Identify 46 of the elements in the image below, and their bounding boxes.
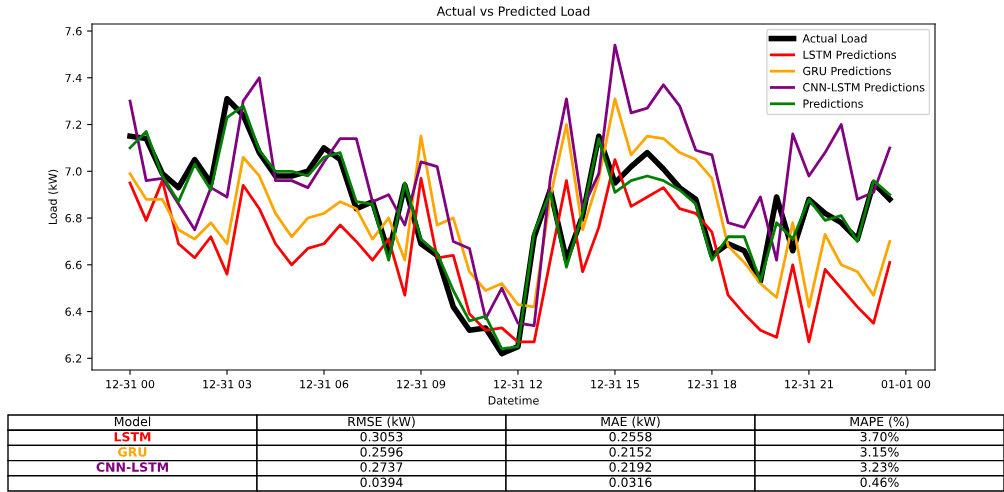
x-tick-label: 12-31 21 xyxy=(785,379,833,389)
text: RMSE (kW) xyxy=(348,416,415,428)
legend-label: CNN-LSTM Predictions xyxy=(803,82,925,92)
y-tick-label: 7.0 xyxy=(65,167,82,176)
text: 0.2152 xyxy=(609,447,652,457)
y-tick-label: 6.4 xyxy=(65,307,82,316)
y-tick-label: 6.6 xyxy=(65,260,82,270)
legend-label: GRU Predictions xyxy=(803,66,891,76)
text: GRU xyxy=(118,447,147,457)
text: 0.2558 xyxy=(609,431,652,442)
legend-label: Predictions xyxy=(803,99,863,108)
y-tick-label: 7.6 xyxy=(65,26,82,36)
text: MAE (kW) xyxy=(601,416,660,428)
y-tick-label: 7.4 xyxy=(65,73,82,82)
legend-label: LSTM Predictions xyxy=(803,50,897,59)
line-series xyxy=(128,97,892,309)
x-tick-label: 12-31 18 xyxy=(688,379,737,389)
text: 0.0316 xyxy=(609,477,652,488)
y-axis-title: Load (kW) xyxy=(48,169,59,225)
y-tick-label: 6.8 xyxy=(65,214,82,223)
y-tick-label: 6.2 xyxy=(65,354,82,363)
x-axis-title: Datetime xyxy=(488,396,539,405)
x-tick-label: 12-31 09 xyxy=(397,379,446,389)
x-tick-label: 12-31 12 xyxy=(494,379,542,389)
text: 0.46% xyxy=(860,477,899,488)
text: LSTM xyxy=(114,431,151,442)
text: 0.2737 xyxy=(360,462,403,472)
text: 3.15% xyxy=(860,447,899,457)
text: 0.0394 xyxy=(360,477,403,488)
chart-title: Actual vs Predicted Load xyxy=(436,6,590,16)
x-tick-label: 12-31 00 xyxy=(106,379,155,389)
line-series xyxy=(128,158,892,344)
text: 0.2596 xyxy=(360,447,403,457)
legend-label: Actual Load xyxy=(802,34,867,43)
x-tick-label: 12-31 15 xyxy=(591,379,639,389)
text: 0.3053 xyxy=(360,431,403,442)
x-tick-label: 12-31 06 xyxy=(300,379,349,389)
text: 0.2192 xyxy=(609,462,652,472)
x-tick-label: 12-31 03 xyxy=(203,379,252,389)
text: CNN-LSTM xyxy=(96,462,168,472)
y-tick-label: 7.2 xyxy=(65,120,82,129)
text: 3.70% xyxy=(860,431,899,442)
text: MAPE (%) xyxy=(850,416,909,428)
text: 3.23% xyxy=(860,462,899,472)
x-tick-label: 01-01 00 xyxy=(881,379,931,389)
text: Model xyxy=(114,416,151,427)
